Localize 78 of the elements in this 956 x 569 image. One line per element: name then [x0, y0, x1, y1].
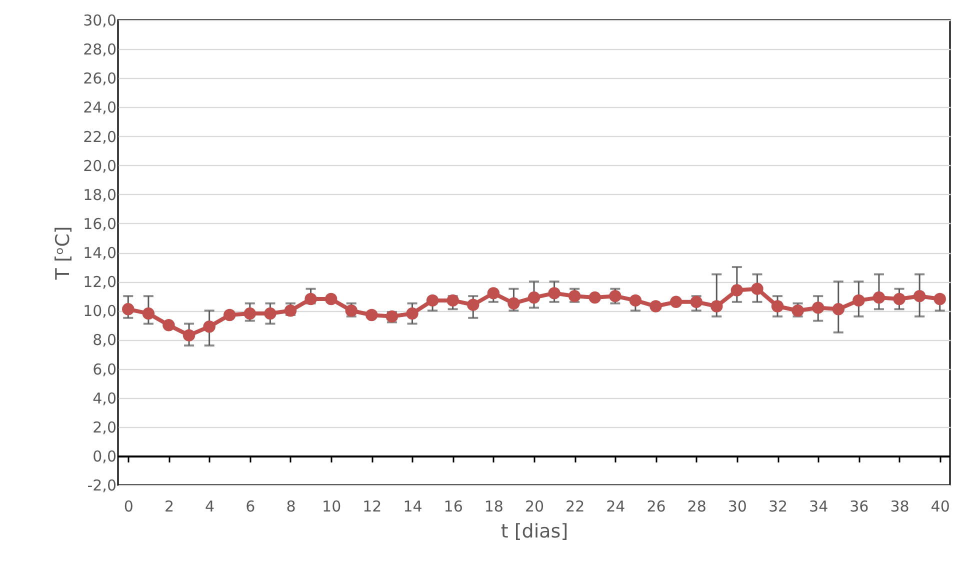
point: [528, 291, 540, 304]
point: [792, 304, 804, 317]
x-tick-label: 38: [890, 498, 910, 516]
y-tick-label: 6,0: [92, 360, 116, 378]
y-tick-label: 12,0: [83, 273, 116, 292]
point: [487, 287, 500, 300]
point: [872, 291, 886, 304]
x-tick-label: 10: [322, 498, 342, 516]
point: [324, 292, 338, 306]
x-tick-label: 40: [930, 498, 950, 516]
point: [467, 298, 480, 311]
point: [690, 296, 702, 308]
x-tick-label: 18: [484, 498, 504, 516]
y-tick-label: 0,0: [92, 447, 116, 466]
x-tick-label: 8: [286, 498, 296, 516]
x-tick-label: 24: [606, 498, 626, 516]
point: [751, 282, 764, 295]
point: [304, 292, 317, 306]
x-tick-label: 20: [524, 498, 544, 516]
y-axis-title: T [ᵒC]: [52, 226, 74, 281]
point: [244, 307, 256, 320]
y-tick-label: 4,0: [92, 389, 116, 408]
y-tick-label: 20,0: [83, 156, 116, 175]
x-tick-label: 16: [444, 498, 463, 516]
y-tick-label: 18,0: [83, 186, 116, 204]
point: [223, 308, 236, 322]
x-tick-label: 6: [246, 498, 256, 516]
x-tick-label: 30: [728, 498, 747, 516]
y-tick-label: 30,0: [83, 12, 116, 30]
point: [548, 287, 560, 300]
point: [934, 292, 946, 306]
point: [670, 296, 682, 308]
point: [588, 291, 601, 304]
y-tick-label: 26,0: [83, 70, 116, 88]
point: [122, 303, 134, 316]
x-tick-label: 0: [124, 498, 134, 516]
y-tick-label: 24,0: [83, 98, 116, 117]
x-tick-label: 14: [403, 498, 422, 516]
y-tick-label: -2,0: [87, 476, 116, 494]
point: [406, 307, 418, 320]
point: [142, 307, 155, 320]
point: [771, 300, 784, 312]
x-tick-label: 28: [687, 498, 706, 516]
x-tick-label: 22: [566, 498, 585, 516]
point: [366, 308, 378, 322]
point: [812, 302, 824, 314]
point: [852, 294, 865, 307]
point: [650, 300, 662, 312]
x-tick-label: 32: [768, 498, 788, 516]
x-tick-label: 34: [809, 498, 828, 516]
y-tick-label: 8,0: [92, 331, 116, 350]
x-tick-label: 36: [850, 498, 869, 516]
point: [913, 290, 926, 302]
point: [284, 304, 297, 317]
point: [710, 300, 723, 312]
y-tick-label: 10,0: [83, 302, 116, 320]
y-tick-label: 16,0: [83, 214, 116, 233]
x-tick-label: 12: [362, 498, 382, 516]
x-tick-label: 4: [205, 498, 215, 516]
point: [893, 292, 906, 306]
point: [182, 329, 196, 342]
point: [426, 294, 439, 307]
point: [508, 297, 520, 310]
y-tick-label: 2,0: [92, 418, 116, 436]
point: [730, 284, 744, 296]
y-tick-label: 28,0: [83, 40, 116, 59]
x-tick-label: 2: [164, 498, 174, 516]
point: [629, 294, 642, 307]
y-tick-label: 22,0: [83, 128, 116, 146]
y-tick-label: 14,0: [83, 244, 116, 262]
x-axis-title: t [dias]: [500, 520, 568, 542]
point: [162, 319, 175, 332]
point: [832, 303, 845, 316]
x-tick-label: 26: [646, 498, 666, 516]
point: [203, 320, 216, 333]
point: [345, 304, 358, 317]
point: [264, 307, 276, 320]
point: [446, 294, 459, 307]
